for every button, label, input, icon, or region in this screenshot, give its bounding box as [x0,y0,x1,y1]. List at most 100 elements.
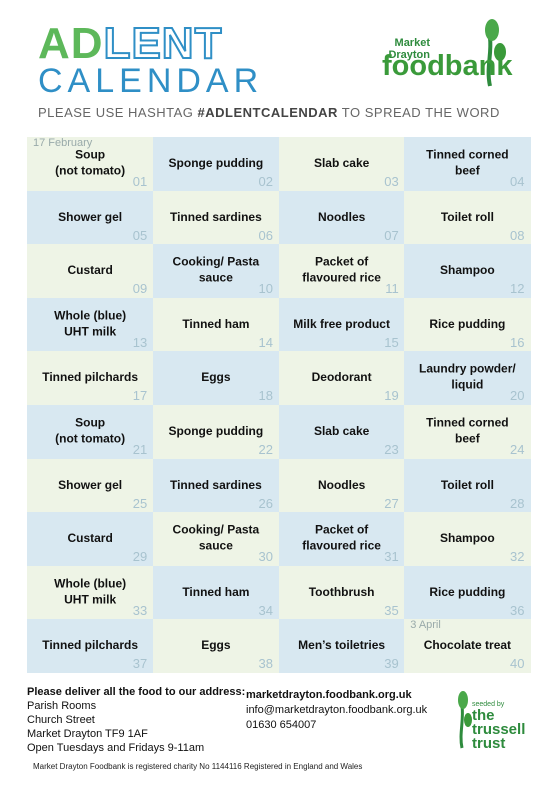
food-item: Slab cake [313,424,370,439]
food-item: Soup (not tomato) [55,415,126,446]
day-number: 01 [132,174,148,190]
calendar-cell: Shower gel 25 [27,458,154,513]
food-item: Sponge pudding [168,424,264,439]
food-item: Packet of flavoured rice [302,522,381,553]
day-number: 17 [132,388,148,404]
calendar-cell: Rice pudding 36 [404,565,531,620]
food-item: Milk free product [293,317,390,332]
calendar-cell: Tinned sardines 26 [152,458,279,513]
day-number: 27 [384,495,399,511]
day-number: 32 [510,549,525,565]
day-number: 21 [132,442,148,458]
calendar-cell: Soup (not tomato) 21 [27,405,154,460]
calendar-cell: Shampoo 12 [404,244,531,299]
calendar-cell: Noodles 07 [278,190,405,245]
day-number: 07 [384,227,399,243]
day-number: 29 [132,549,148,565]
day-number: 05 [132,227,148,243]
day-number: 39 [384,656,399,672]
logo-title: ADLENT [38,19,223,68]
day-number: 13 [132,334,148,350]
food-item: Tinned corned beef [426,415,509,446]
food-item: Shampoo [440,531,495,546]
day-number: 09 [132,281,148,297]
calendar-cell: Eggs 38 [152,619,279,674]
seeded-by: seeded by [472,701,505,708]
calendar-cell: 3 April Chocolate treat 40 [404,619,531,674]
day-number: 40 [510,656,525,672]
food-item: Men’s toiletries [298,638,386,653]
trussell-word: the [472,707,495,724]
logo-calendar: CALENDAR [38,62,264,100]
date-note: 3 April [410,619,441,632]
opening-hours: Open Tuesdays and Fridays 9-11am [27,742,205,754]
trussell-logo: seeded by the trussell trust [472,700,525,751]
food-item: Soup (not tomato) [55,147,126,178]
calendar-cell: Whole (blue) UHT milk 33 [27,565,154,620]
food-item: Shower gel [58,477,123,492]
calendar-cell: Toilet roll 08 [404,190,531,245]
food-item: Tinned ham [182,585,250,600]
food-item: Tinned corned beef [426,147,509,178]
date-note: 17 February [33,137,93,149]
day-number: 12 [510,281,525,297]
food-item: Noodles [317,477,366,492]
hashtag-line: PLEASE USE HASHTAG #ADLENTCALENDAR TO SP… [38,105,500,120]
calendar-cell: Tinned corned beef 04 [404,137,531,192]
logo-lent: LENT [103,19,223,68]
day-number: 38 [258,656,273,672]
day-number: 22 [258,442,273,458]
day-number: 25 [132,495,148,511]
food-item: Rice pudding [429,317,506,332]
food-item: Custard [67,263,113,278]
food-item: Tinned sardines [169,477,262,492]
day-number: 33 [132,602,148,618]
calendar-cell: Milk free product 15 [278,297,405,352]
food-item: Tinned pilchards [42,638,139,653]
food-item: Toilet roll [440,209,494,224]
calendar-cell: Whole (blue) UHT milk 13 [27,297,154,352]
day-number: 02 [258,174,273,190]
calendar-cell: Packet of flavoured rice 31 [278,512,405,567]
calendar-cell: Tinned pilchards 17 [27,351,154,406]
day-number: 18 [258,388,273,404]
calendar-cell: Laundry powder/ liquid 20 [404,351,531,406]
calendar-cell: Custard 29 [27,512,154,567]
day-number: 28 [510,495,525,511]
foodbank-name: foodbank [382,50,513,82]
logo-ad: AD [38,19,104,68]
calendar-cell: Slab cake 03 [278,137,405,192]
calendar-cell: Deodorant 19 [278,351,405,406]
food-item: Cooking/ Pasta sauce [172,522,260,553]
day-number: 10 [258,281,273,297]
food-item: Slab cake [313,156,370,171]
day-number: 36 [510,602,525,618]
food-item: Eggs [201,638,231,653]
food-item: Tinned pilchards [42,370,139,385]
food-item: Rice pudding [429,585,506,600]
food-item: Whole (blue) UHT milk [54,308,127,339]
day-number: 06 [258,227,273,243]
day-number: 26 [258,495,273,511]
calendar-cell: Rice pudding 16 [404,297,531,352]
day-number: 08 [510,227,525,243]
day-number: 37 [132,656,148,672]
text: TO SPREAD THE WORD [337,105,500,120]
calendar-cell: Toilet roll 28 [404,458,531,513]
calendar-cell: Shampoo 32 [404,512,531,567]
website: marketdrayton.foodbank.org.uk [246,689,412,701]
charity-note: Market Drayton Foodbank is registered ch… [33,762,363,771]
day-number: 14 [258,334,273,350]
food-item: Noodles [317,209,366,224]
calendar-cell: Custard 09 [27,244,154,299]
foodbank-town: Market Drayton [388,37,430,61]
day-number: 19 [384,388,399,404]
day-number: 31 [384,549,399,565]
foodbank-icon [485,19,506,87]
delivery-heading: Please deliver all the food to our addre… [27,686,246,698]
food-item: Eggs [201,370,231,385]
email: info@marketdrayton.foodbank.org.uk [246,704,428,716]
food-item: Tinned ham [182,317,250,332]
address-line: Market Drayton TF9 1AF [27,728,148,740]
